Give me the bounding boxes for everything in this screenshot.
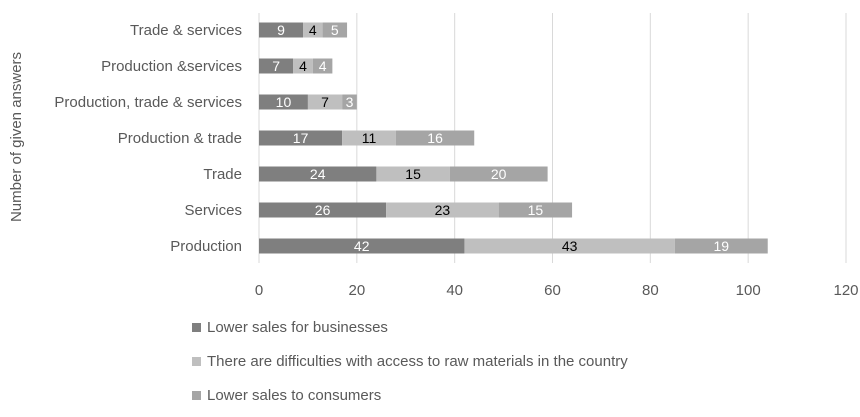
bar-segment bbox=[376, 166, 450, 182]
data-label: 3 bbox=[346, 94, 354, 110]
data-label: 4 bbox=[319, 58, 327, 74]
x-tick-label: 0 bbox=[255, 282, 263, 299]
bar-segment bbox=[303, 22, 323, 38]
data-label: 23 bbox=[435, 202, 451, 218]
bar-segment bbox=[259, 58, 294, 74]
data-label: 43 bbox=[562, 238, 578, 254]
bar-segment bbox=[293, 58, 313, 74]
bars bbox=[259, 22, 768, 254]
data-label: 15 bbox=[405, 166, 421, 182]
category-label: Production &services bbox=[101, 58, 242, 75]
data-label: 24 bbox=[310, 166, 326, 182]
bar-segment bbox=[259, 22, 304, 38]
bar-segment bbox=[307, 94, 343, 110]
x-tick-label: 80 bbox=[642, 282, 659, 299]
category-label: Production, trade & services bbox=[54, 94, 242, 111]
y-axis-title: Number of given answers bbox=[8, 52, 25, 222]
category-label: Trade & services bbox=[130, 22, 242, 39]
legend-item: There are difficulties with access to ra… bbox=[192, 349, 792, 373]
data-label: 10 bbox=[276, 94, 292, 110]
x-tick-label: 120 bbox=[833, 282, 858, 299]
data-label: 19 bbox=[713, 238, 729, 254]
category-labels: Production Services Trade Production & trad… bbox=[54, 22, 242, 255]
data-label: 17 bbox=[293, 130, 309, 146]
data-label: 7 bbox=[272, 58, 280, 74]
data-label: 9 bbox=[277, 22, 285, 38]
data-label: 26 bbox=[315, 202, 331, 218]
bar-segment bbox=[342, 130, 396, 146]
data-label: 4 bbox=[299, 58, 307, 74]
bar-segment bbox=[674, 238, 768, 254]
category-label: Production & trade bbox=[118, 130, 242, 147]
x-tick-label: 20 bbox=[348, 282, 365, 299]
data-label: 42 bbox=[354, 238, 370, 254]
x-tick-label: 40 bbox=[446, 282, 463, 299]
bar-segment bbox=[342, 94, 357, 110]
data-label: 11 bbox=[362, 130, 377, 146]
legend-label: There are difficulties with access to ra… bbox=[207, 352, 628, 370]
bar-segment bbox=[259, 238, 465, 254]
legend-item: Lower sales for businesses bbox=[192, 315, 792, 339]
legend-swatch bbox=[192, 356, 201, 366]
legend-item: Lower sales to consumers bbox=[192, 383, 792, 407]
bar-segment bbox=[395, 130, 475, 146]
category-label: Production bbox=[170, 238, 242, 255]
legend-swatch bbox=[192, 390, 201, 400]
bar-segment bbox=[449, 166, 548, 182]
x-tick-label: 100 bbox=[736, 282, 761, 299]
category-label: Services bbox=[184, 202, 242, 219]
data-label: 20 bbox=[491, 166, 507, 182]
legend-label: Lower sales to consumers bbox=[207, 386, 382, 404]
bar-segment bbox=[386, 202, 499, 218]
bar-segment bbox=[464, 238, 675, 254]
data-label: 4 bbox=[309, 22, 317, 38]
x-tick-label: 60 bbox=[544, 282, 561, 299]
bar-segment bbox=[312, 58, 333, 74]
bar-segment bbox=[498, 202, 573, 218]
category-label: Trade bbox=[203, 166, 242, 183]
bar-segment bbox=[259, 202, 387, 218]
data-label: 7 bbox=[321, 94, 329, 110]
bar-segment bbox=[322, 22, 348, 38]
legend-swatch bbox=[192, 322, 201, 332]
data-label: 5 bbox=[331, 22, 339, 38]
legend-label: Lower sales for businesses bbox=[207, 318, 388, 336]
x-tick-labels: 0 20 40 60 80 100 120 bbox=[255, 282, 859, 299]
bar-segment bbox=[259, 166, 377, 182]
bar-segment bbox=[259, 94, 308, 110]
data-label: 16 bbox=[427, 130, 443, 146]
data-label: 15 bbox=[528, 202, 544, 218]
legend: Lower sales for businesses There are dif… bbox=[192, 315, 792, 417]
bar-segment bbox=[259, 130, 343, 146]
